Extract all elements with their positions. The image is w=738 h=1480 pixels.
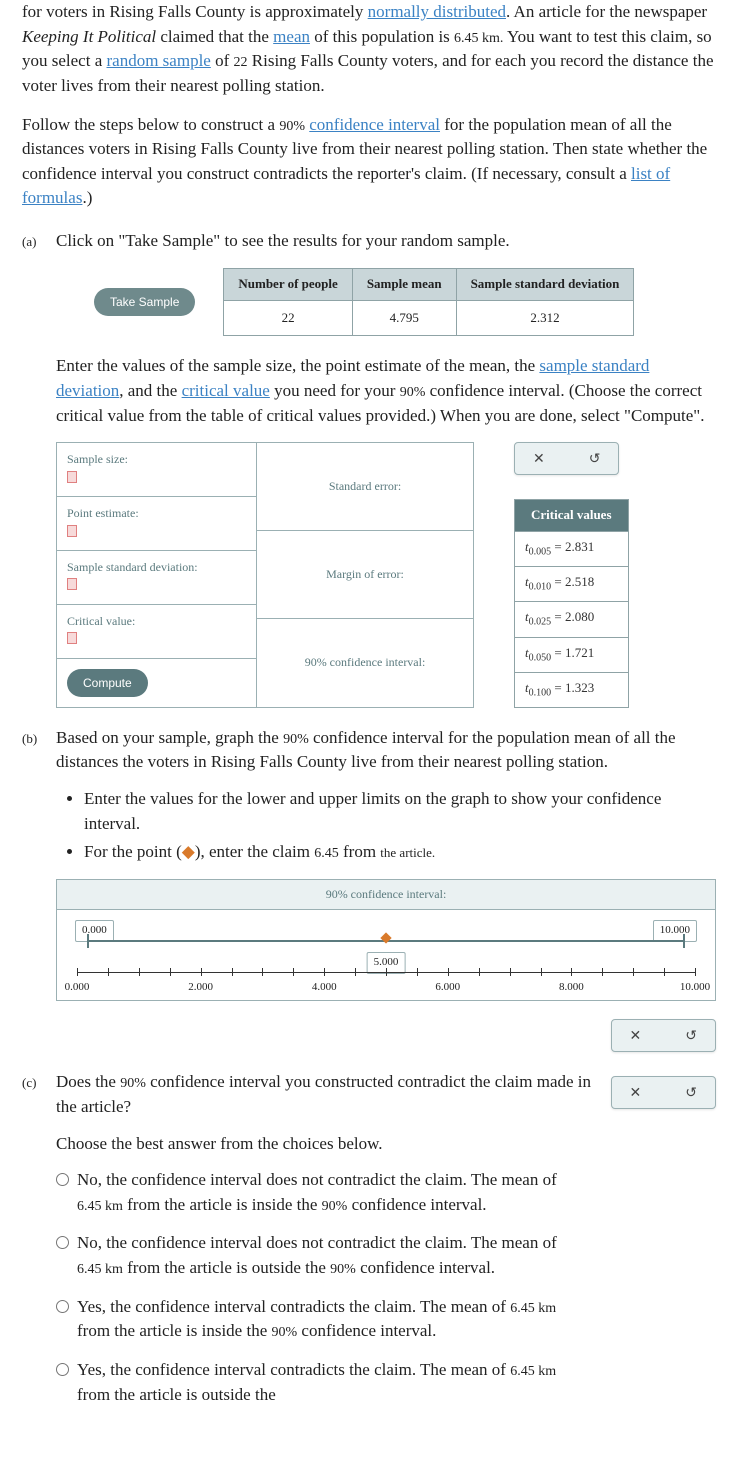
cv-table-head: Critical values: [515, 500, 629, 532]
choice-label-3[interactable]: Yes, the confidence interval contradicts…: [77, 1358, 566, 1407]
choice-3: Yes, the confidence interval contradicts…: [56, 1358, 716, 1407]
choice-label-1[interactable]: No, the confidence interval does not con…: [77, 1231, 566, 1280]
part-b-bullets: Enter the values for the lower and upper…: [84, 787, 716, 865]
input-sample-sd[interactable]: [67, 578, 77, 590]
label-margin-of-error: Margin of error:: [257, 531, 473, 619]
part-a-instruction-2: Enter the values of the sample size, the…: [56, 354, 716, 428]
ci-graph-head: 90% confidence interval:: [57, 880, 715, 910]
part-a-controls: ✕ ↺: [514, 442, 619, 475]
bullet-point: For the point (◆), enter the claim 6.45 …: [84, 840, 716, 865]
label-standard-error: Standard error:: [257, 443, 473, 531]
axis-tick-label: 2.000: [188, 980, 213, 996]
col-number-of-people: Number of people: [224, 268, 352, 300]
part-a-instruction: Click on "Take Sample" to see the result…: [56, 229, 716, 254]
input-point-estimate[interactable]: [67, 525, 77, 537]
axis-tick-label: 0.000: [65, 980, 90, 996]
link-mean[interactable]: mean: [273, 27, 310, 46]
part-c-label: (c): [22, 1070, 56, 1421]
cv-row-4: t0.100 = 1.323: [515, 672, 629, 707]
input-sample-size[interactable]: [67, 471, 77, 483]
take-sample-button[interactable]: Take Sample: [94, 288, 195, 316]
clear-button-c[interactable]: ✕: [630, 1084, 642, 1101]
val-sample-mean: 4.795: [352, 300, 456, 336]
clear-button[interactable]: ✕: [533, 450, 545, 467]
input-critical-value[interactable]: [67, 632, 77, 644]
label-critical-value: Critical value:: [67, 614, 135, 628]
choice-radio-2[interactable]: [56, 1300, 69, 1313]
choice-2: Yes, the confidence interval contradicts…: [56, 1295, 716, 1344]
ci-graph: 90% confidence interval: 0.000 10.000 5.…: [56, 879, 716, 1001]
choice-1: No, the confidence interval does not con…: [56, 1231, 716, 1280]
reset-button-b[interactable]: ↺: [685, 1027, 697, 1044]
val-sample-sd: 2.312: [456, 300, 634, 336]
critical-values-table: Critical values t0.005 = 2.831 t0.010 = …: [514, 499, 629, 707]
cv-row-1: t0.010 = 2.518: [515, 567, 629, 602]
link-normally-distributed[interactable]: normally distributed: [368, 2, 506, 21]
reset-button-c[interactable]: ↺: [685, 1084, 697, 1101]
sample-table: Number of people Sample mean Sample stan…: [223, 268, 634, 337]
compute-box: Sample size: Point estimate: Sample stan…: [56, 442, 474, 707]
number-line-ticks: 0.0002.0004.0006.0008.00010.000: [77, 968, 695, 992]
label-point-estimate: Point estimate:: [67, 506, 139, 520]
upper-limit-input[interactable]: 10.000: [653, 920, 697, 942]
choice-radio-1[interactable]: [56, 1236, 69, 1249]
choice-label-2[interactable]: Yes, the confidence interval contradicts…: [77, 1295, 566, 1344]
choice-0: No, the confidence interval does not con…: [56, 1168, 716, 1217]
part-c-controls: ✕ ↺: [611, 1076, 716, 1109]
part-b: (b) Based on your sample, graph the 90% …: [22, 726, 716, 1053]
label-sample-sd: Sample standard deviation:: [67, 560, 198, 574]
part-b-label: (b): [22, 726, 56, 1053]
col-sample-sd: Sample standard deviation: [456, 268, 634, 300]
col-sample-mean: Sample mean: [352, 268, 456, 300]
part-a-label: (a): [22, 229, 56, 708]
val-number-of-people: 22: [224, 300, 352, 336]
compute-button[interactable]: Compute: [67, 669, 148, 697]
axis-tick-label: 4.000: [312, 980, 337, 996]
cv-row-2: t0.025 = 2.080: [515, 602, 629, 637]
cv-row-3: t0.050 = 1.721: [515, 637, 629, 672]
part-a: (a) Click on "Take Sample" to see the re…: [22, 229, 716, 708]
axis-tick-label: 6.000: [435, 980, 460, 996]
part-c-prompt: Choose the best answer from the choices …: [56, 1132, 716, 1157]
choice-radio-3[interactable]: [56, 1363, 69, 1376]
lower-limit-input[interactable]: 0.000: [75, 920, 114, 942]
cv-row-0: t0.005 = 2.831: [515, 532, 629, 567]
part-b-instruction: Based on your sample, graph the 90% conf…: [56, 726, 716, 775]
label-sample-size: Sample size:: [67, 452, 128, 466]
diamond-icon: ◆: [182, 842, 195, 861]
intro-text: for voters in Rising Falls County is app…: [22, 0, 716, 211]
part-c: (c) ✕ ↺ Does the 90% confidence interval…: [22, 1070, 716, 1421]
link-random-sample[interactable]: random sample: [107, 51, 211, 70]
part-b-controls: ✕ ↺: [611, 1019, 716, 1052]
label-ci-90: 90% confidence interval:: [257, 619, 473, 706]
axis-tick-label: 8.000: [559, 980, 584, 996]
link-critical-value[interactable]: critical value: [182, 381, 270, 400]
axis-tick-label: 10.000: [680, 980, 710, 996]
reset-button[interactable]: ↺: [589, 450, 601, 467]
choice-label-0[interactable]: No, the confidence interval does not con…: [77, 1168, 566, 1217]
link-confidence-interval[interactable]: confidence interval: [309, 115, 440, 134]
choice-radio-0[interactable]: [56, 1173, 69, 1186]
clear-button-b[interactable]: ✕: [630, 1027, 642, 1044]
choices-list: No, the confidence interval does not con…: [56, 1168, 716, 1407]
bullet-limits: Enter the values for the lower and upper…: [84, 787, 716, 836]
